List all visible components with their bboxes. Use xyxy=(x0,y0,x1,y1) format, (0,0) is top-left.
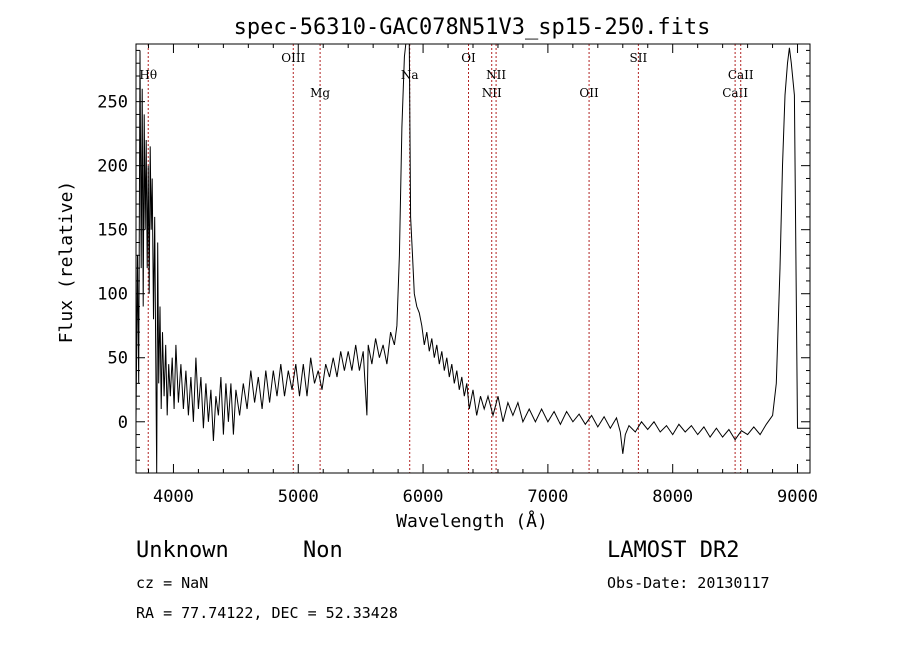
x-tick-label: 6000 xyxy=(403,487,444,507)
marker-label: OIII xyxy=(281,51,305,65)
y-axis: 0 50 100 150 200 250 xyxy=(97,49,810,461)
marker-label: OI xyxy=(461,51,476,65)
x-tick-label: 5000 xyxy=(278,487,319,507)
redshift-cz: cz = NaN xyxy=(136,574,209,592)
x-axis-label: Wavelength (Å) xyxy=(396,510,548,532)
observation-date: Obs-Date: 20130117 xyxy=(607,574,770,592)
marker-label: SII xyxy=(630,51,648,65)
y-tick-label: 150 xyxy=(97,221,128,241)
x-tick-label: 8000 xyxy=(652,487,693,507)
x-tick-label: 4000 xyxy=(153,487,194,507)
y-axis-label: Flux (relative) xyxy=(56,181,77,344)
y-tick-label: 250 xyxy=(97,93,128,113)
chart-title: spec-56310-GAC078N51V3_sp15-250.fits xyxy=(234,15,711,40)
x-tick-label: 7000 xyxy=(527,487,568,507)
object-class: Unknown xyxy=(136,538,229,563)
coordinates: RA = 77.74122, DEC = 52.33428 xyxy=(136,604,398,622)
plot-frame xyxy=(135,43,811,474)
y-tick-label: 0 xyxy=(118,413,128,433)
marker-label: Hθ xyxy=(139,68,157,82)
marker-label: OII xyxy=(579,86,599,100)
x-axis: 4000 5000 6000 7000 8000 9000 xyxy=(147,44,818,507)
y-tick-label: 100 xyxy=(97,285,128,305)
marker-label: Mg xyxy=(310,86,330,100)
object-subclass: Non xyxy=(303,538,343,563)
marker-label: NII xyxy=(486,68,506,82)
y-tick-label: 50 xyxy=(108,349,128,369)
marker-label: CaII xyxy=(722,86,748,100)
survey-name: LAMOST DR2 xyxy=(607,538,740,563)
marker-label: CaII xyxy=(728,68,754,82)
spectrum-line xyxy=(136,44,810,473)
marker-label: NII xyxy=(482,86,502,100)
x-tick-label: 9000 xyxy=(777,487,818,507)
y-tick-label: 200 xyxy=(97,157,128,177)
